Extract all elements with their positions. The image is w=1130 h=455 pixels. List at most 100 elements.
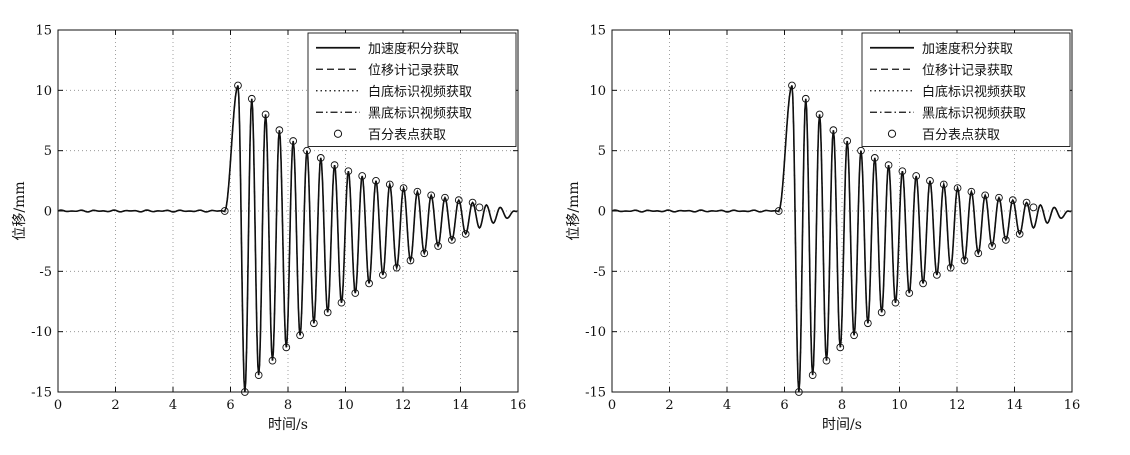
data-point-marker — [323, 308, 332, 317]
x-tick-label: 2 — [111, 398, 119, 413]
data-point-marker — [358, 172, 367, 180]
data-point-marker — [857, 146, 865, 155]
x-tick-label: 4 — [723, 398, 731, 413]
chart-panel-2: 0 2 4 6 8 10 12 14 16 -15 -10 -5 0 5 10 15 时间/s 位移/mm 加速度积… — [566, 24, 1080, 434]
x-tick-label: 2 — [665, 398, 673, 413]
x-tick-label: 12 — [395, 398, 412, 413]
x-tick-label: 10 — [337, 398, 354, 413]
data-point-marker — [1008, 196, 1017, 204]
data-point-marker — [843, 137, 852, 145]
data-point-marker — [303, 146, 311, 155]
y-tick-label: 15 — [35, 24, 52, 39]
y-tick-label: 15 — [589, 24, 606, 39]
data-point-marker — [316, 154, 325, 162]
legend-entry-label: 白底标识视频获取 — [368, 84, 472, 100]
x-tick-label: 4 — [169, 398, 177, 413]
data-point-marker — [399, 184, 408, 192]
data-point-marker — [296, 331, 304, 340]
chart-panel-1: 0 2 4 6 8 10 12 14 16 -15 -10 -5 0 5 10 15 时间/s 位移/mm 加速度积… — [12, 24, 526, 434]
data-point-marker — [234, 81, 242, 90]
legend-entry-label: 黑底标识视频获取 — [922, 105, 1026, 121]
y-tick-label: -5 — [39, 265, 52, 280]
data-point-marker — [254, 371, 263, 379]
data-point-marker — [988, 242, 996, 250]
data-point-marker — [960, 256, 969, 265]
data-point-marker — [247, 94, 256, 103]
data-point-marker — [420, 249, 429, 258]
legend-entry-label: 位移计记录获取 — [922, 63, 1013, 78]
y-tick-label: -10 — [31, 325, 52, 340]
data-point-marker — [434, 242, 442, 250]
legend-entry-label: 加速度积分获取 — [922, 41, 1013, 57]
data-point-marker — [946, 263, 955, 272]
data-point-marker — [261, 110, 270, 119]
y-tick-label: 5 — [598, 144, 606, 159]
data-point-marker — [864, 319, 872, 328]
data-point-marker — [829, 126, 838, 135]
data-point-marker — [884, 161, 893, 169]
data-point-marker — [919, 279, 927, 288]
series-line-4 — [57, 85, 517, 393]
x-tick-label: 16 — [1064, 398, 1081, 413]
data-point-marker — [850, 331, 858, 340]
data-point-marker — [933, 271, 941, 279]
legend-marker-icon — [887, 129, 897, 138]
data-point-marker — [877, 308, 886, 317]
x-tick-label: 16 — [510, 398, 527, 413]
data-point-marker — [282, 343, 291, 352]
data-point-marker — [788, 81, 796, 90]
data-point-marker — [337, 298, 346, 307]
legend-entry-label: 百分表点获取 — [922, 128, 1000, 143]
y-tick-label: -15 — [31, 386, 52, 401]
data-point-marker — [406, 256, 415, 265]
data-point-marker — [475, 203, 484, 212]
legend-entry-label: 黑底标识视频获取 — [368, 105, 472, 121]
data-point-marker — [891, 298, 900, 307]
data-point-marker — [1029, 203, 1038, 212]
series-line-4 — [611, 85, 1071, 393]
legend-entry-label: 加速度积分获取 — [368, 41, 459, 57]
data-point-marker — [1022, 198, 1031, 207]
y-axis-label: 位移/mm — [12, 181, 28, 240]
x-axis-label: 时间/s — [268, 417, 308, 433]
data-point-marker — [275, 126, 284, 135]
data-point-marker — [774, 207, 783, 215]
data-point-marker — [385, 180, 394, 189]
x-axis-label: 时间/s — [822, 417, 862, 433]
y-tick-label: 10 — [589, 84, 606, 99]
y-tick-label: 5 — [44, 144, 52, 159]
data-point-marker — [898, 167, 907, 176]
data-point-marker — [413, 187, 422, 196]
data-point-marker — [468, 198, 477, 207]
x-tick-label: 8 — [284, 398, 292, 413]
data-point-marker — [926, 176, 934, 185]
y-tick-label: 0 — [44, 205, 52, 220]
legend-entry-label: 白底标识视频获取 — [922, 84, 1026, 100]
data-point-marker — [392, 263, 401, 272]
x-tick-label: 14 — [452, 398, 469, 413]
data-point-marker — [953, 184, 962, 192]
y-tick-label: 0 — [598, 205, 606, 220]
data-point-marker — [372, 176, 380, 185]
x-tick-label: 6 — [226, 398, 234, 413]
data-point-marker — [344, 167, 353, 176]
data-point-marker — [330, 161, 339, 169]
data-point-marker — [365, 279, 373, 288]
y-tick-label: 10 — [35, 84, 52, 99]
legend-box — [307, 32, 517, 147]
legend-entry-label: 位移计记录获取 — [368, 63, 459, 78]
data-point-marker — [448, 236, 456, 244]
data-point-marker — [801, 94, 810, 103]
data-point-marker — [815, 110, 824, 119]
data-point-marker — [967, 187, 976, 196]
x-tick-label: 8 — [838, 398, 846, 413]
data-point-marker — [289, 137, 298, 145]
data-point-marker — [310, 319, 318, 328]
legend-box — [861, 32, 1071, 147]
x-tick-label: 0 — [608, 398, 616, 413]
data-point-marker — [379, 271, 387, 279]
x-tick-label: 6 — [780, 398, 788, 413]
x-tick-label: 14 — [1006, 398, 1023, 413]
y-axis-label: 位移/mm — [566, 181, 582, 240]
